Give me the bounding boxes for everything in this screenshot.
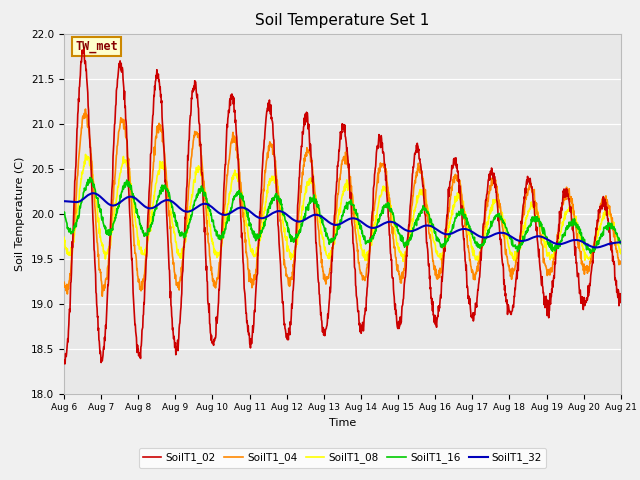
- SoilT1_08: [297, 219, 305, 225]
- SoilT1_16: [86, 175, 94, 180]
- SoilT1_16: [308, 195, 316, 201]
- SoilT1_02: [617, 292, 625, 298]
- Line: SoilT1_08: SoilT1_08: [64, 155, 621, 263]
- SoilT1_04: [297, 190, 305, 195]
- SoilT1_16: [297, 228, 305, 233]
- SoilT1_04: [127, 188, 134, 194]
- SoilT1_08: [318, 233, 326, 239]
- SoilT1_16: [318, 220, 326, 226]
- SoilT1_32: [378, 222, 385, 228]
- SoilT1_04: [319, 264, 326, 269]
- SoilT1_16: [60, 212, 68, 217]
- Line: SoilT1_16: SoilT1_16: [64, 178, 621, 253]
- SoilT1_32: [297, 218, 305, 224]
- SoilT1_16: [126, 185, 134, 191]
- SoilT1_32: [90, 190, 97, 196]
- SoilT1_08: [308, 181, 316, 187]
- Line: SoilT1_02: SoilT1_02: [64, 49, 621, 364]
- SoilT1_16: [617, 240, 625, 245]
- SoilT1_02: [127, 229, 134, 235]
- SoilT1_32: [318, 214, 326, 220]
- SoilT1_04: [617, 259, 625, 264]
- Text: TW_met: TW_met: [75, 40, 118, 53]
- SoilT1_04: [99, 293, 106, 299]
- SoilT1_02: [297, 149, 305, 155]
- SoilT1_02: [80, 47, 88, 52]
- SoilT1_02: [308, 179, 316, 185]
- SoilT1_16: [378, 213, 385, 218]
- SoilT1_32: [592, 245, 600, 251]
- SoilT1_16: [586, 250, 594, 256]
- Legend: SoilT1_02, SoilT1_04, SoilT1_08, SoilT1_16, SoilT1_32: SoilT1_02, SoilT1_04, SoilT1_08, SoilT1_…: [138, 448, 547, 468]
- SoilT1_02: [319, 329, 326, 335]
- SoilT1_32: [126, 194, 134, 200]
- Y-axis label: Soil Temperature (C): Soil Temperature (C): [15, 156, 26, 271]
- Line: SoilT1_04: SoilT1_04: [64, 109, 621, 296]
- SoilT1_04: [378, 161, 385, 167]
- SoilT1_04: [104, 264, 111, 269]
- SoilT1_08: [60, 234, 68, 240]
- SoilT1_32: [617, 240, 625, 245]
- SoilT1_08: [512, 260, 520, 266]
- SoilT1_32: [104, 200, 111, 206]
- SoilT1_08: [617, 251, 625, 256]
- SoilT1_02: [60, 359, 68, 364]
- SoilT1_08: [378, 192, 385, 198]
- SoilT1_08: [126, 174, 134, 180]
- Title: Soil Temperature Set 1: Soil Temperature Set 1: [255, 13, 429, 28]
- SoilT1_02: [61, 361, 68, 367]
- X-axis label: Time: Time: [329, 418, 356, 428]
- SoilT1_04: [60, 279, 68, 285]
- Line: SoilT1_32: SoilT1_32: [64, 193, 621, 248]
- SoilT1_08: [104, 248, 111, 254]
- SoilT1_02: [378, 136, 385, 142]
- SoilT1_02: [104, 282, 111, 288]
- SoilT1_32: [308, 213, 316, 218]
- SoilT1_04: [308, 165, 316, 170]
- SoilT1_32: [60, 198, 68, 204]
- SoilT1_16: [104, 230, 111, 236]
- SoilT1_04: [82, 106, 90, 112]
- SoilT1_08: [82, 152, 90, 157]
